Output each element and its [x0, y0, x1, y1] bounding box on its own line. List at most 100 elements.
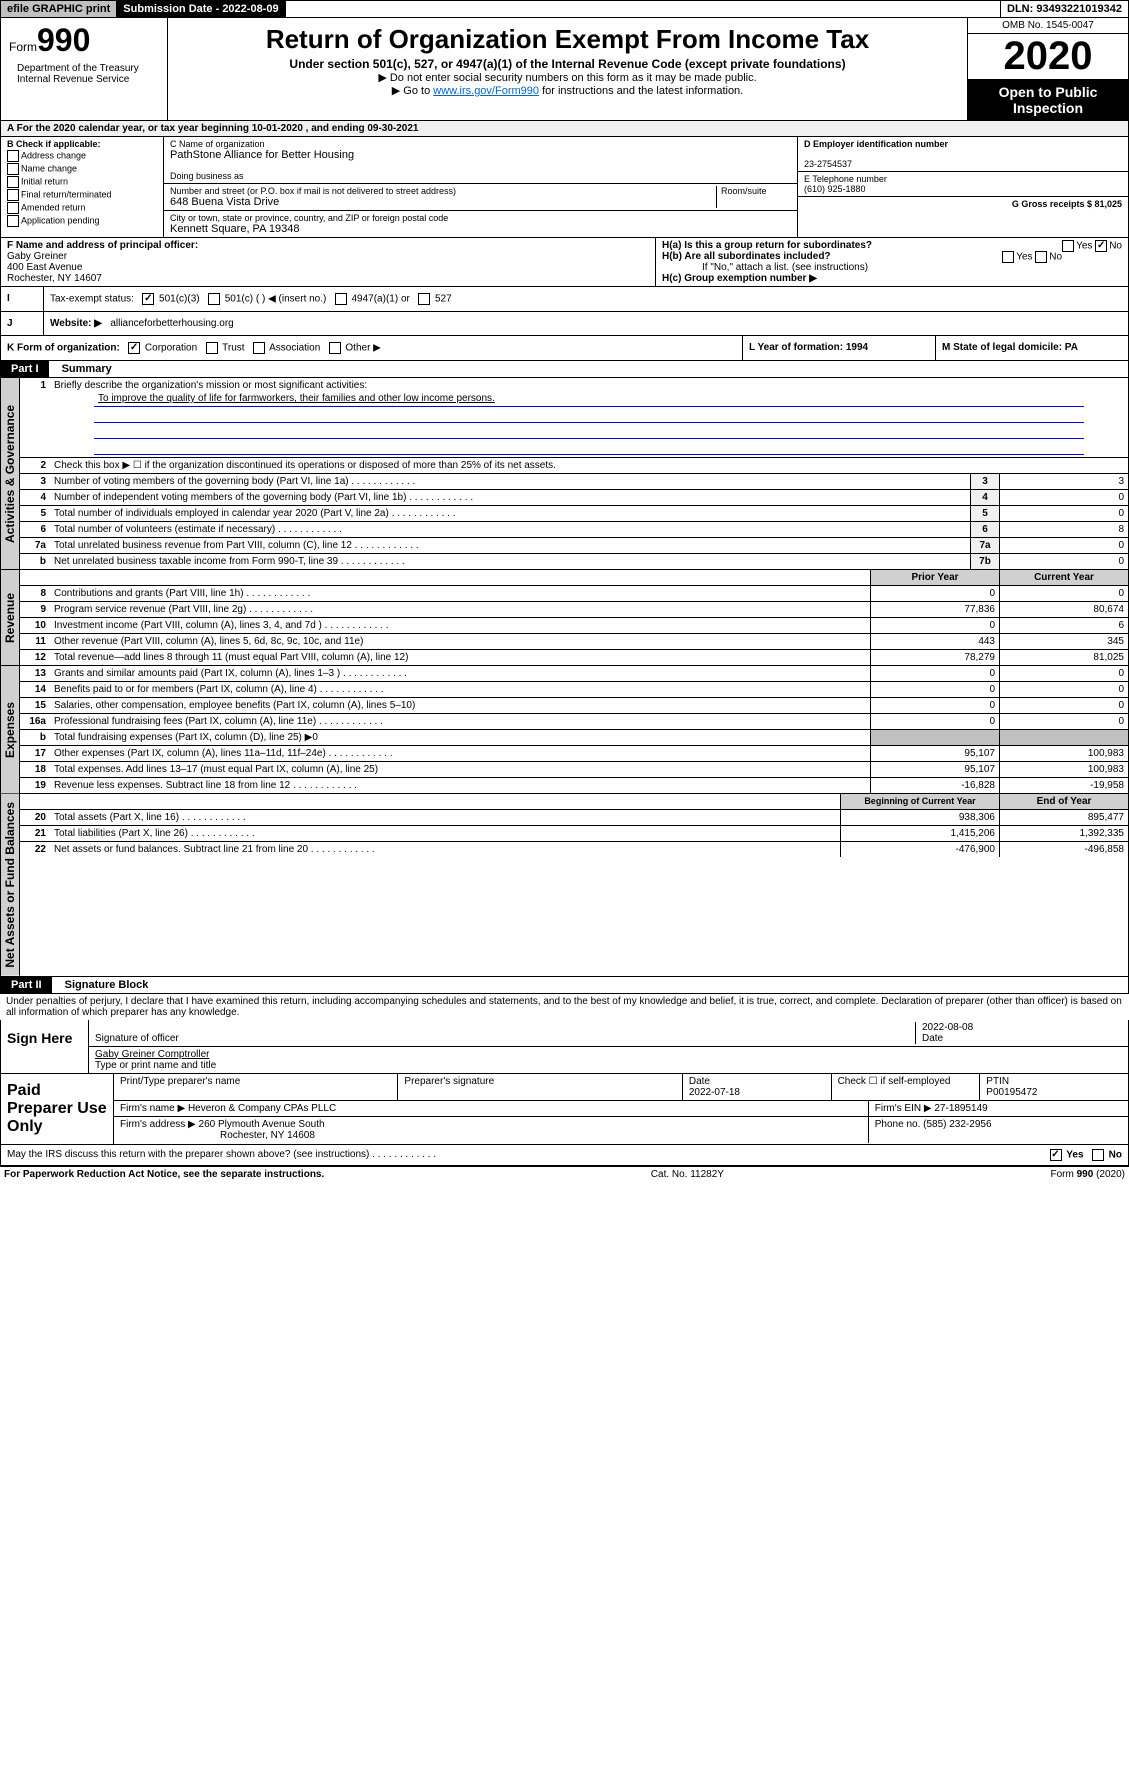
l9-text: Program service revenue (Part VIII, line…: [50, 602, 870, 617]
part1-title: Summary: [52, 363, 112, 375]
l15-prior: 0: [870, 698, 999, 713]
firm-name-label: Firm's name ▶: [120, 1103, 185, 1114]
chk-discuss-yes[interactable]: [1050, 1149, 1062, 1161]
org-info-grid: B Check if applicable: Address change Na…: [0, 137, 1129, 238]
chk-501c[interactable]: [208, 293, 220, 305]
l4-text: Number of independent voting members of …: [50, 490, 970, 505]
form-org-row: K Form of organization: Corporation Trus…: [0, 336, 1129, 361]
chk-final[interactable]: Final return/terminated: [7, 189, 157, 201]
l5-val: 0: [999, 506, 1128, 521]
form-word: Form: [9, 40, 37, 54]
l16b-cur: [999, 730, 1128, 745]
chk-trust[interactable]: [206, 342, 218, 354]
prior-year-hdr: Prior Year: [870, 570, 999, 585]
sig-officer-label: Signature of officer: [95, 1033, 179, 1044]
firm-addr-label: Firm's address ▶: [120, 1119, 196, 1130]
part2-header: Part II Signature Block: [0, 977, 1129, 994]
chk-amended[interactable]: Amended return: [7, 202, 157, 214]
l13-prior: 0: [870, 666, 999, 681]
l5-text: Total number of individuals employed in …: [50, 506, 970, 521]
l20-begin: 938,306: [840, 810, 999, 825]
l16a-text: Professional fundraising fees (Part IX, …: [50, 714, 870, 729]
footer: For Paperwork Reduction Act Notice, see …: [0, 1166, 1129, 1182]
l11-text: Other revenue (Part VIII, column (A), li…: [50, 634, 870, 649]
org-name-label: C Name of organization: [170, 139, 265, 149]
l15-text: Salaries, other compensation, employee b…: [50, 698, 870, 713]
title-block: Form990 Department of the TreasuryIntern…: [0, 18, 1129, 121]
box-h: H(a) Is this a group return for subordin…: [656, 238, 1128, 286]
gross-receipts: G Gross receipts $ 81,025: [1012, 199, 1122, 209]
chk-discuss-no[interactable]: [1092, 1149, 1104, 1161]
l22-begin: -476,900: [840, 842, 999, 857]
form-title: Return of Organization Exempt From Incom…: [176, 24, 959, 55]
part2-title: Signature Block: [55, 979, 149, 991]
irs-link[interactable]: www.irs.gov/Form990: [433, 85, 539, 97]
l16b-prior: [870, 730, 999, 745]
l19-prior: -16,828: [870, 778, 999, 793]
firm-phone: Phone no. (585) 232-2956: [869, 1117, 1128, 1143]
l3-text: Number of voting members of the governin…: [50, 474, 970, 489]
l10-text: Investment income (Part VIII, column (A)…: [50, 618, 870, 633]
firm-addr1: 260 Plymouth Avenue South: [199, 1119, 325, 1130]
form-title-block: Return of Organization Exempt From Incom…: [168, 18, 968, 120]
chk-address[interactable]: Address change: [7, 150, 157, 162]
chk-corp[interactable]: [128, 342, 140, 354]
l22-end: -496,858: [999, 842, 1128, 857]
footer-right: Form 990 (2020): [1051, 1169, 1125, 1180]
l10-prior: 0: [870, 618, 999, 633]
l21-begin: 1,415,206: [840, 826, 999, 841]
omb-number: OMB No. 1545-0047: [968, 18, 1128, 34]
chk-initial[interactable]: Initial return: [7, 176, 157, 188]
prep-sig-hdr: Preparer's signature: [398, 1074, 682, 1100]
ein-value: 23-2754537: [804, 159, 852, 169]
phone-label: E Telephone number: [804, 174, 887, 184]
l6-val: 8: [999, 522, 1128, 537]
ptin-value: P00195472: [986, 1087, 1037, 1098]
l11-prior: 443: [870, 634, 999, 649]
box-k: K Form of organization: Corporation Trus…: [1, 336, 743, 360]
sig-name-label: Type or print name and title: [95, 1060, 216, 1071]
paid-preparer-block: Paid Preparer Use Only Print/Type prepar…: [0, 1074, 1129, 1145]
chk-assoc[interactable]: [253, 342, 265, 354]
l12-cur: 81,025: [999, 650, 1128, 665]
l9-prior: 77,836: [870, 602, 999, 617]
part1-label: Part I: [1, 361, 49, 377]
org-name: PathStone Alliance for Better Housing: [170, 149, 354, 161]
sig-date: 2022-08-08: [922, 1022, 973, 1033]
part2-label: Part II: [1, 977, 52, 993]
chk-527[interactable]: [418, 293, 430, 305]
l17-prior: 95,107: [870, 746, 999, 761]
phone-value: (610) 925-1880: [804, 184, 866, 194]
addr-label: Number and street (or P.O. box if mail i…: [170, 186, 456, 196]
submission-date: Submission Date - 2022-08-09: [117, 1, 285, 17]
l14-cur: 0: [999, 682, 1128, 697]
part1-header: Part I Summary: [0, 361, 1129, 378]
chk-pending[interactable]: Application pending: [7, 215, 157, 227]
officer-row: F Name and address of principal officer:…: [0, 238, 1129, 287]
end-year-hdr: End of Year: [999, 794, 1128, 809]
l2-text: Check this box ▶ ☐ if the organization d…: [50, 458, 1128, 473]
efile-label: efile GRAPHIC print: [1, 1, 117, 17]
l17-cur: 100,983: [999, 746, 1128, 761]
l16b-text: Total fundraising expenses (Part IX, col…: [50, 730, 870, 745]
chk-501c3[interactable]: [142, 293, 154, 305]
l21-text: Total liabilities (Part X, line 26): [50, 826, 840, 841]
chk-other[interactable]: [329, 342, 341, 354]
dept-treasury: Department of the TreasuryInternal Reven…: [9, 59, 159, 89]
ein-label: D Employer identification number: [804, 139, 948, 149]
box-b-title: B Check if applicable:: [7, 139, 101, 149]
expenses-section: Expenses 13Grants and similar amounts pa…: [0, 666, 1129, 794]
ptin-label: PTIN: [986, 1076, 1009, 1087]
chk-4947[interactable]: [335, 293, 347, 305]
l3-val: 3: [999, 474, 1128, 489]
chk-name[interactable]: Name change: [7, 163, 157, 175]
revenue-section: Revenue Prior YearCurrent Year 8Contribu…: [0, 570, 1129, 666]
prep-date-hdr: Date: [689, 1076, 710, 1087]
l7a-text: Total unrelated business revenue from Pa…: [50, 538, 970, 553]
l20-text: Total assets (Part X, line 16): [50, 810, 840, 825]
l18-text: Total expenses. Add lines 13–17 (must eq…: [50, 762, 870, 777]
l12-text: Total revenue—add lines 8 through 11 (mu…: [50, 650, 870, 665]
ha-label: H(a) Is this a group return for subordin…: [662, 240, 872, 251]
hb-label: H(b) Are all subordinates included?: [662, 251, 831, 262]
open-public: Open to Public Inspection: [968, 80, 1128, 120]
